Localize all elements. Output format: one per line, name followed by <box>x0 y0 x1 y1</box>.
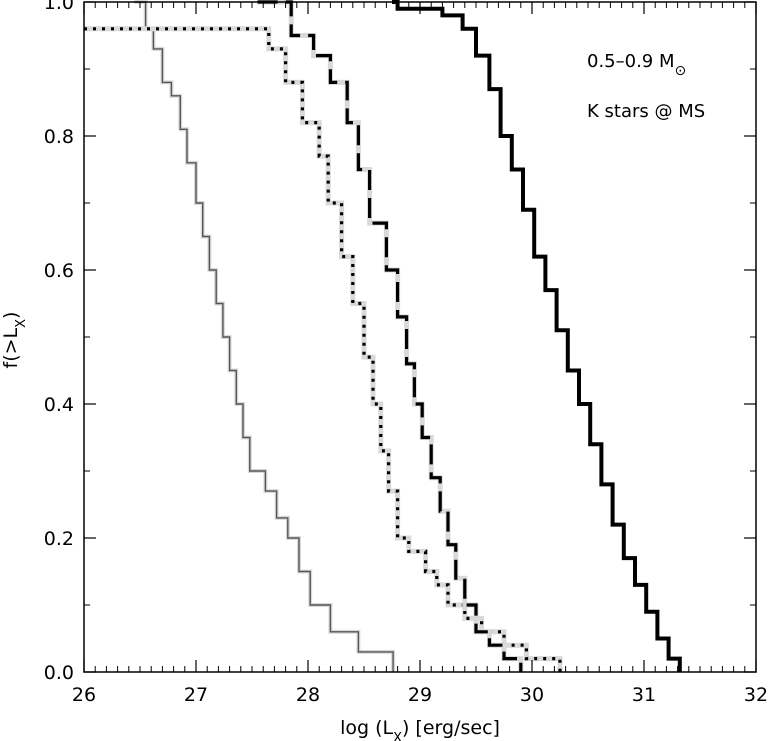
series-line-3 <box>392 0 682 672</box>
y-tick-label: 1.0 <box>44 0 74 14</box>
x-tick-label: 26 <box>72 684 96 706</box>
series-line-1 <box>84 27 562 672</box>
ticks-layer: 26 27 28 29 30 31 32 0.0 0.2 0.4 0.6 0.8 1.0 <box>44 0 768 706</box>
y-tick-label: 0.2 <box>44 528 74 550</box>
series-halo-0 <box>134 0 396 672</box>
x-tick-label: 31 <box>632 684 656 706</box>
plot-frame <box>83 1 757 673</box>
annotation-star-type: K stars @ MS <box>587 101 705 122</box>
series-layer <box>84 0 682 672</box>
x-tick-label: 30 <box>520 684 544 706</box>
annotation-mass-range: 0.5–0.9 M⊙ <box>587 51 686 79</box>
y-tick-label: 0.6 <box>44 260 74 282</box>
x-axis-label: log (LX) [erg/sec] <box>340 717 500 741</box>
x-tick-label: 27 <box>184 684 208 706</box>
y-tick-label: 0.0 <box>44 662 74 684</box>
y-axis-label: f(>LX) <box>0 312 29 369</box>
x-tick-label: 28 <box>296 684 320 706</box>
y-tick-label: 0.8 <box>44 126 74 148</box>
y-tick-label: 0.4 <box>44 394 74 416</box>
series-line-2 <box>257 0 523 672</box>
x-tick-label: 32 <box>744 684 768 706</box>
series-halo-1 <box>84 26 563 672</box>
x-tick-label: 29 <box>408 684 432 706</box>
series-line-0 <box>134 1 394 672</box>
